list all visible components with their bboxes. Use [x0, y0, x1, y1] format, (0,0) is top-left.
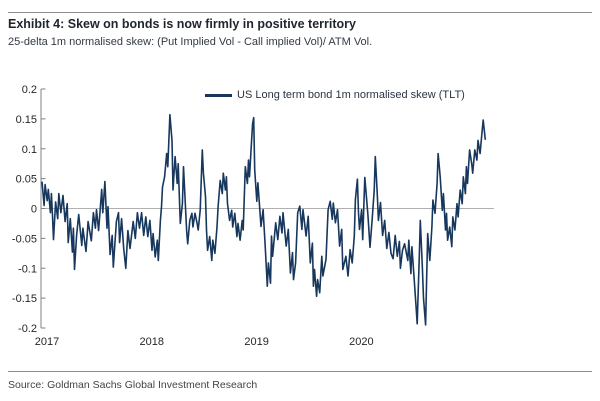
y-tick-label: 0.05 [16, 174, 37, 186]
y-axis-tick-labels: 0.2 0.15 0.1 0.05 0 -0.05 -0.1 -0.15 -0.2 [12, 84, 37, 335]
y-tick-label: -0.2 [18, 323, 37, 335]
x-tick-label: 2017 [35, 336, 59, 348]
x-tick-label: 2018 [140, 336, 164, 348]
exhibit-subtitle: 25-delta 1m normalised skew: (Put Implie… [8, 36, 373, 48]
legend-label: US Long term bond 1m normalised skew (TL… [237, 89, 465, 101]
y-tick-label: -0.15 [12, 293, 37, 305]
exhibit-title: Exhibit 4: Skew on bonds is now firmly i… [8, 17, 356, 31]
y-tick-label: 0.15 [16, 114, 37, 126]
source-note: Source: Goldman Sachs Global Investment … [8, 379, 258, 391]
x-tick-label: 2020 [349, 336, 373, 348]
y-tick-label: 0.2 [22, 84, 37, 96]
x-axis-year-labels: 2017 2018 2019 2020 [35, 336, 374, 348]
x-tick-label: 2019 [244, 336, 268, 348]
series-line-tlt-skew [41, 113, 487, 326]
bottom-divider [8, 371, 592, 372]
skew-line-chart: 0.2 0.15 0.1 0.05 0 -0.05 -0.1 -0.15 -0.2 2017 20… [0, 60, 600, 360]
y-tick-label: 0 [31, 204, 37, 216]
legend-line-swatch [205, 93, 232, 97]
y-axis [40, 88, 46, 329]
y-tick-label: -0.05 [12, 233, 37, 245]
chart-plot-area: 0.20.150.10.050-0.05-0.1-0.15-0.2 2017 20… [12, 84, 494, 348]
top-divider [8, 12, 592, 13]
y-tick-label: 0.1 [22, 144, 37, 156]
y-tick-label: -0.1 [18, 263, 37, 275]
legend: US Long term bond 1m normalised skew (TL… [205, 88, 465, 102]
